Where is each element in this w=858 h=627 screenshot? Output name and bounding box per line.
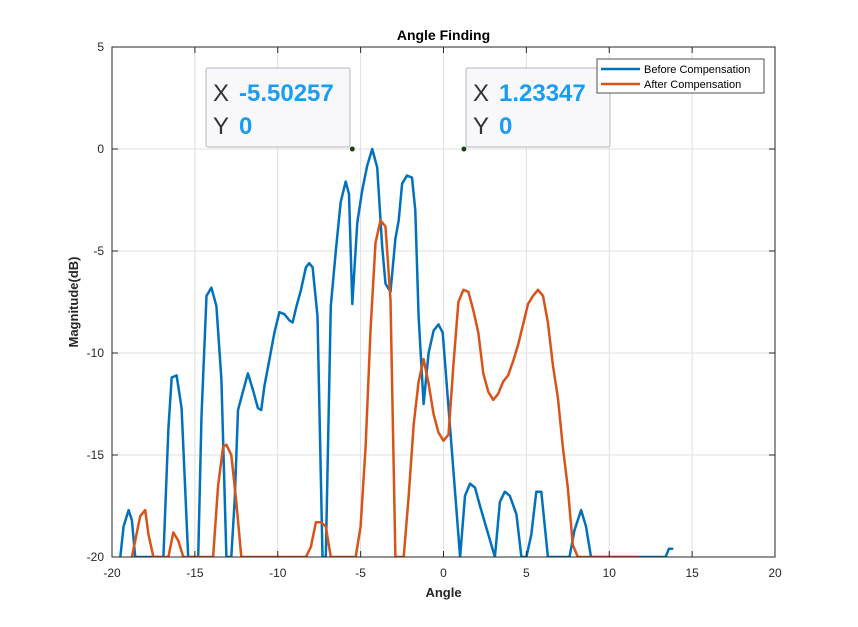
x-tick-label: -15 bbox=[186, 566, 204, 580]
datatip-y-value: 0 bbox=[239, 113, 252, 140]
datatip-x-value: 1.23347 bbox=[499, 80, 586, 107]
datatip-box bbox=[465, 67, 611, 148]
legend-entry-after: After Compensation bbox=[644, 79, 741, 91]
series-line-after-compensation[interactable] bbox=[130, 219, 639, 557]
series-layer bbox=[119, 147, 674, 557]
y-tick-label: -20 bbox=[87, 550, 105, 564]
legend-entry-before: Before Compensation bbox=[644, 64, 750, 76]
datatip[interactable]: X 1.23347 Y 0 bbox=[460, 67, 611, 153]
legend-box bbox=[596, 58, 765, 94]
chart-title: Angle Finding bbox=[397, 27, 490, 43]
datatip-marker bbox=[349, 145, 356, 153]
x-tick-label: 20 bbox=[768, 566, 782, 580]
y-tick-label: -10 bbox=[87, 346, 105, 360]
datatip-x-key: X bbox=[473, 80, 489, 107]
datatip-x-key: X bbox=[213, 80, 229, 107]
datatip-marker bbox=[460, 145, 468, 153]
x-tick-label: 5 bbox=[523, 566, 530, 580]
x-tick-label: -10 bbox=[269, 566, 287, 580]
x-tick-label: 0 bbox=[440, 566, 447, 580]
x-tick-label: -5 bbox=[355, 566, 366, 580]
datatip-box bbox=[205, 67, 351, 148]
y-tick-label: 0 bbox=[97, 142, 104, 156]
x-tick-label: 10 bbox=[603, 566, 617, 580]
ticks: -20 -15 -10 -5 0 5 10 15 20 5 0 -5 -10 -15 -20 bbox=[87, 40, 782, 580]
x-tick-label: -20 bbox=[103, 566, 121, 580]
datatip[interactable]: X -5.50257 Y 0 bbox=[205, 67, 356, 153]
x-tick-label: 15 bbox=[685, 566, 699, 580]
datatip-y-key: Y bbox=[473, 113, 489, 140]
x-axis-label: Angle bbox=[425, 585, 461, 600]
y-tick-label: -15 bbox=[87, 448, 105, 462]
y-axis-label: Magnitude(dB) bbox=[66, 257, 81, 348]
datatip-y-value: 0 bbox=[499, 113, 512, 140]
legend[interactable]: Before Compensation After Compensation bbox=[596, 58, 765, 94]
datatip-x-value: -5.50257 bbox=[239, 80, 334, 107]
y-tick-label: -5 bbox=[93, 244, 104, 258]
y-tick-label: 5 bbox=[97, 40, 104, 54]
datatip-y-key: Y bbox=[213, 113, 229, 140]
series-line-before-compensation[interactable] bbox=[119, 147, 674, 557]
